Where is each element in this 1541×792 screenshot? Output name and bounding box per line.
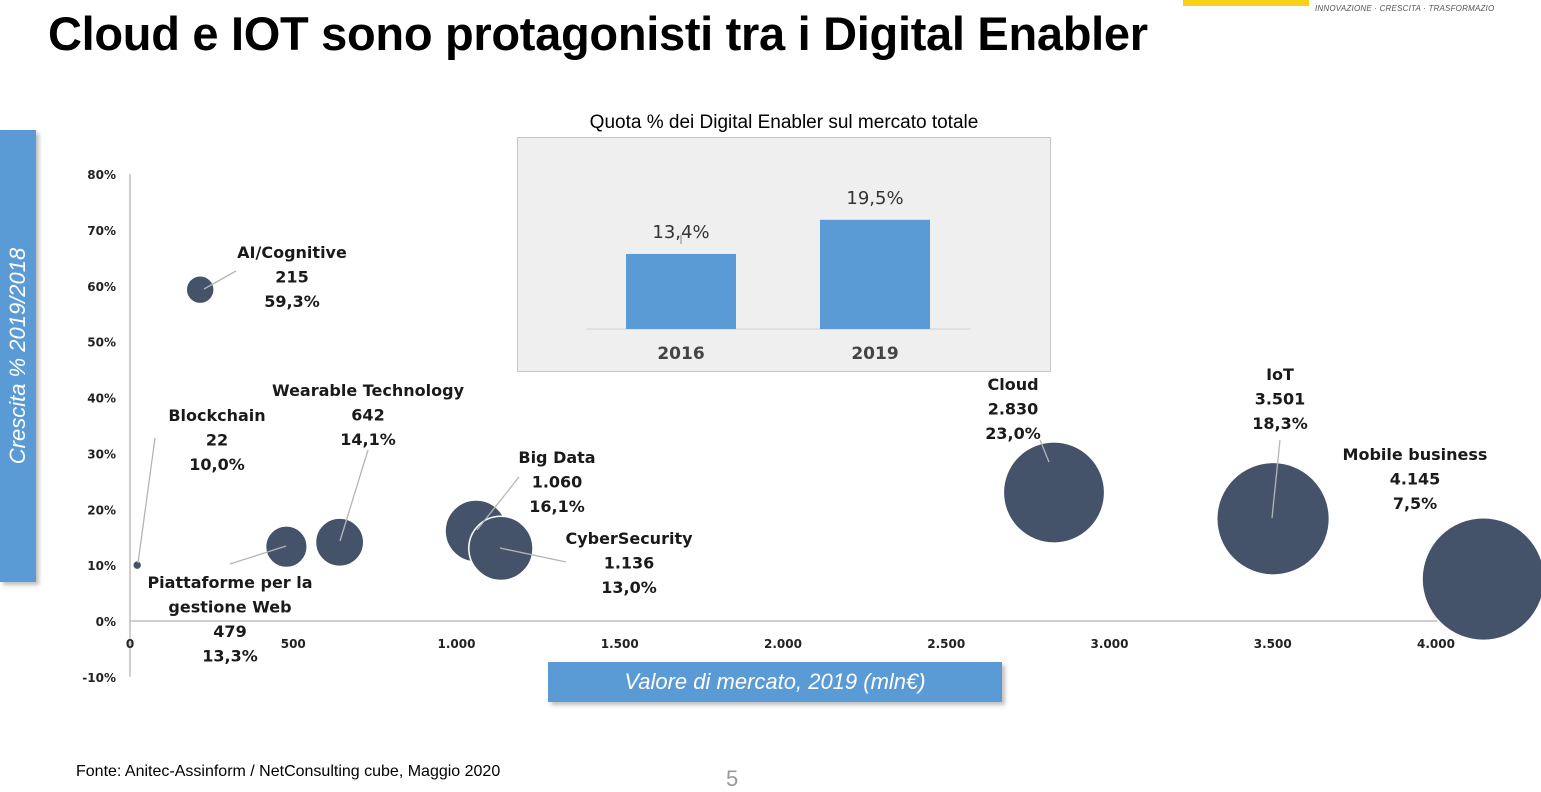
leader-line (476, 476, 520, 531)
bubble-label-growth: 13,3% (202, 647, 258, 666)
y-tick-label: 10% (87, 559, 116, 573)
bubble-label-value: 22 (206, 431, 228, 450)
inset-bar-chart: 13,4% 2016 19,5% 2019 (517, 137, 1051, 372)
y-tick-label: 30% (87, 447, 116, 461)
x-tick-label: 2.000 (764, 637, 802, 651)
bubble-label-name: Cloud (987, 375, 1038, 394)
page-number: 5 (726, 766, 739, 791)
bubble-label-value: 215 (275, 268, 308, 287)
leader-line (1271, 439, 1281, 519)
bar-value-label: 19,5% (846, 188, 903, 209)
bubble-label: Blockchain 22 10,0% (168, 406, 265, 474)
bubble-label-name: gestione Web (168, 598, 291, 617)
bubble-label-value: 3.501 (1255, 390, 1306, 409)
bubble-label-value: 479 (213, 622, 246, 641)
leader-line (203, 270, 237, 290)
bubble-label-growth: 59,3% (264, 292, 320, 311)
x-tick-label: 4.000 (1417, 637, 1455, 651)
x-tick-label: 0 (126, 637, 134, 651)
bubble-iot (1215, 461, 1331, 576)
bubble-label: IoT 3.501 18,3% (1252, 365, 1308, 433)
bubble-label: Big Data 1.060 16,1% (518, 448, 595, 516)
bubble-label-growth: 23,0% (985, 424, 1041, 443)
bar-2016 (626, 253, 736, 329)
x-axis-label: Valore di mercato, 2019 (mln€) (548, 662, 1002, 702)
y-tick-label: 0% (96, 615, 116, 629)
bubble-label-value: 1.060 (532, 473, 583, 492)
bar-category-label: 2016 (657, 344, 704, 364)
bubble-wearable-technology (314, 517, 365, 568)
bubble-label-name: Piattaforme per la (147, 573, 312, 592)
bubble-label-growth: 13,0% (601, 578, 657, 597)
bubble-label-growth: 7,5% (1393, 494, 1437, 513)
y-tick-label: 80% (87, 168, 116, 182)
bubble-label-growth: 16,1% (529, 497, 585, 516)
x-tick-label: 2.500 (927, 637, 965, 651)
y-tick-label: -10% (82, 671, 116, 685)
y-tick-label: 60% (87, 280, 116, 294)
leader-line (229, 545, 287, 565)
bubble-label: Piattaforme per la gestione Web 479 13,3% (147, 573, 312, 666)
y-tick-label: 50% (87, 336, 116, 350)
logo-tagline: INNOVAZIONE · CRESCITA · TRASFORMAZIO (1315, 4, 1495, 13)
x-tick-label: 3.500 (1254, 637, 1292, 651)
bubble-label-name: Wearable Technology (272, 381, 465, 400)
bubble-label: Wearable Technology 642 14,1% (272, 381, 465, 449)
bubble-label: AI/Cognitive 215 59,3% (237, 243, 347, 311)
bubble-label-name: Blockchain (168, 406, 265, 425)
x-tick-label: 3.000 (1091, 637, 1129, 651)
y-tick-label: 20% (87, 503, 116, 517)
bubble-label-name: Big Data (518, 448, 595, 467)
inset-chart-title: Quota % dei Digital Enabler sul mercato … (589, 112, 979, 133)
bubble-piattaforme-per-la-gestione-web (264, 525, 308, 569)
source-note: Fonte: Anitec-Assinform / NetConsulting … (76, 763, 501, 780)
x-tick-label: 500 (281, 637, 306, 651)
bubble-ai-cognitive (185, 274, 215, 305)
leader-line (339, 449, 369, 542)
bubble-cloud (1002, 441, 1106, 544)
bubble-label-name: AI/Cognitive (237, 243, 347, 262)
y-axis-label-box: Crescita % 2019/2018 (0, 130, 36, 582)
x-tick-label: 1.500 (601, 637, 639, 651)
bubble-label-value: 642 (351, 406, 384, 425)
bubble-label-value: 4.145 (1390, 470, 1441, 489)
bubble-label: Mobile business 4.145 7,5% (1343, 445, 1488, 513)
page-title: Cloud e IOT sono protagonisti tra i Digi… (48, 7, 1148, 60)
x-tick-label: 1.000 (438, 637, 476, 651)
bubble-label-growth: 18,3% (1252, 414, 1308, 433)
bubble-label-growth: 10,0% (189, 455, 245, 474)
bubble-label: CyberSecurity 1.136 13,0% (565, 529, 693, 597)
bubble-blockchain (131, 559, 143, 571)
bar-2019 (820, 219, 930, 329)
bubble-label-name: IoT (1266, 365, 1294, 384)
leader-line (499, 547, 567, 563)
logo-mark (1183, 0, 1309, 6)
bar-value-label: 13,4% (652, 222, 709, 243)
bubble-label: Cloud 2.830 23,0% (985, 375, 1041, 443)
bar-category-label: 2019 (851, 344, 898, 364)
bubble-mobile-business (1421, 517, 1541, 642)
bubble-label-value: 2.830 (988, 400, 1039, 419)
bubble-label-growth: 14,1% (340, 430, 396, 449)
bubbles-group (131, 274, 1541, 642)
leader-line (137, 437, 156, 564)
bubble-label-value: 1.136 (604, 554, 655, 573)
bubble-label-name: Mobile business (1343, 445, 1488, 464)
bubble-label-name: CyberSecurity (565, 529, 693, 548)
y-tick-label: 40% (87, 392, 116, 406)
y-tick-label: 70% (87, 224, 116, 238)
leader-line (1039, 439, 1050, 463)
bar-chart-svg: 13,4% 2016 19,5% 2019 (586, 188, 970, 364)
